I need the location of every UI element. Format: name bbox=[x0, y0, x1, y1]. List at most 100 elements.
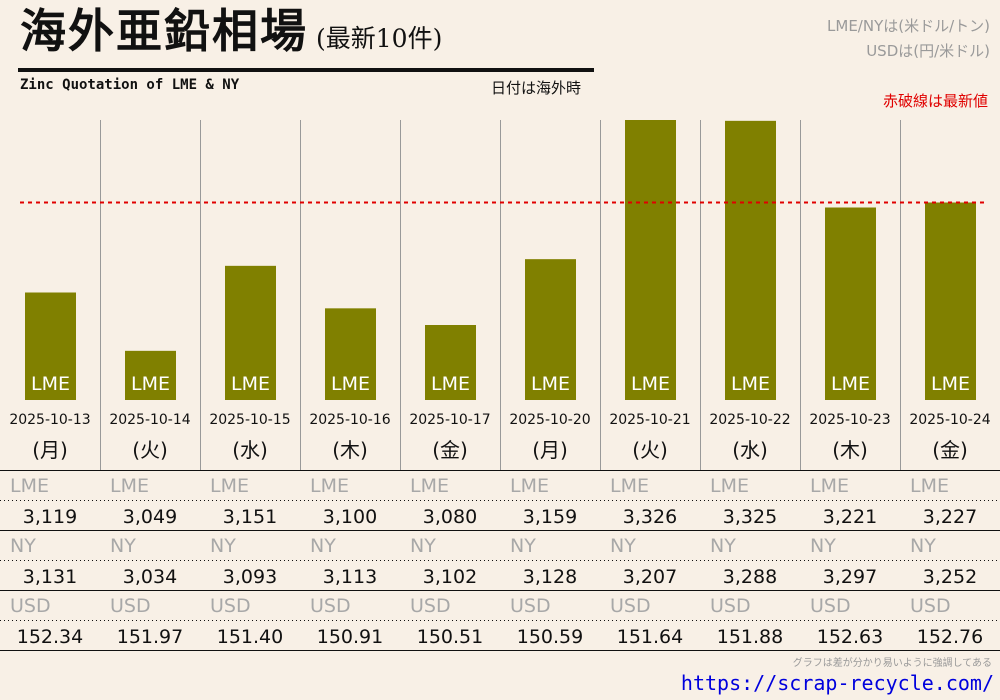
date-label: 2025-10-14 bbox=[109, 412, 190, 428]
table-value-usd: 150.51 bbox=[417, 626, 483, 648]
table-value-ny: 3,297 bbox=[823, 566, 877, 588]
table-row-label-usd: USD bbox=[910, 595, 951, 617]
table-row-label-usd: USD bbox=[610, 595, 651, 617]
latest-line-note: 赤破線は最新値 bbox=[882, 92, 988, 110]
table-value-lme: 3,080 bbox=[423, 506, 477, 528]
table-value-lme: 3,151 bbox=[223, 506, 277, 528]
table-value-usd: 152.63 bbox=[817, 626, 883, 648]
table-row-label-lme: LME bbox=[610, 475, 649, 497]
bar-label: LME bbox=[131, 373, 170, 395]
bar-lme bbox=[825, 207, 876, 400]
table-row-label-usd: USD bbox=[410, 595, 451, 617]
table-value-ny: 3,131 bbox=[23, 566, 77, 588]
date-label: 2025-10-16 bbox=[309, 412, 390, 428]
title-underline bbox=[18, 68, 594, 72]
bar-label: LME bbox=[331, 373, 370, 395]
table-row-label-lme: LME bbox=[710, 475, 749, 497]
bar-label: LME bbox=[831, 373, 870, 395]
table-value-ny: 3,113 bbox=[323, 566, 377, 588]
table-row-label-ny: NY bbox=[910, 535, 936, 557]
bar-lme bbox=[125, 350, 176, 400]
table-row-label-usd: USD bbox=[110, 595, 151, 617]
bar-lme bbox=[525, 259, 576, 400]
table-value-lme: 3,049 bbox=[123, 506, 177, 528]
table-value-ny: 3,034 bbox=[123, 566, 177, 588]
table-value-usd: 150.91 bbox=[317, 626, 383, 648]
table-value-usd: 151.64 bbox=[617, 626, 683, 648]
table-row-label-ny: NY bbox=[710, 535, 736, 557]
unit-note: LME/NYは(米ドル/トン) USDは(円/米ドル) bbox=[827, 14, 990, 64]
table-row-label-usd: USD bbox=[710, 595, 751, 617]
table-value-usd: 151.88 bbox=[717, 626, 783, 648]
date-label: 2025-10-20 bbox=[509, 412, 590, 428]
weekday-label: (金) bbox=[932, 438, 968, 462]
weekday-label: (木) bbox=[332, 438, 368, 462]
chart-subtitle: Zinc Quotation of LME & NY bbox=[20, 77, 240, 93]
weekday-label: (水) bbox=[732, 438, 768, 462]
footnote: グラフは差が分かり易いように強調してある bbox=[792, 658, 992, 669]
table-value-usd: 152.34 bbox=[17, 626, 83, 648]
table-value-lme: 3,221 bbox=[823, 506, 877, 528]
table-row-label-ny: NY bbox=[210, 535, 236, 557]
table-row-label-ny: NY bbox=[10, 535, 36, 557]
weekday-label: (水) bbox=[232, 438, 268, 462]
bar-label: LME bbox=[431, 373, 470, 395]
date-label: 2025-10-22 bbox=[709, 412, 790, 428]
table-value-ny: 3,207 bbox=[623, 566, 677, 588]
bar-lme bbox=[325, 308, 376, 400]
bar-label: LME bbox=[631, 373, 670, 395]
table-value-usd: 151.40 bbox=[217, 626, 283, 648]
weekday-label: (木) bbox=[832, 438, 868, 462]
bar-lme bbox=[725, 120, 776, 400]
date-label: 2025-10-23 bbox=[809, 412, 890, 428]
table-row-label-ny: NY bbox=[410, 535, 436, 557]
table-value-ny: 3,288 bbox=[723, 566, 777, 588]
date-label: 2025-10-15 bbox=[209, 412, 290, 428]
table-value-lme: 3,119 bbox=[23, 506, 77, 528]
title-main: 海外亜鉛相場 bbox=[20, 4, 308, 58]
unit-lme-ny: LME/NYは(米ドル/トン) bbox=[827, 17, 990, 35]
site-link[interactable]: https://scrap-recycle.com/ bbox=[680, 671, 994, 695]
bar-lme bbox=[925, 202, 976, 400]
table-row-label-ny: NY bbox=[510, 535, 536, 557]
weekday-label: (金) bbox=[432, 438, 468, 462]
table-value-usd: 150.59 bbox=[517, 626, 583, 648]
table-row-label-lme: LME bbox=[510, 475, 549, 497]
weekday-label: (火) bbox=[132, 438, 168, 462]
bar-label: LME bbox=[931, 373, 970, 395]
bar-lme bbox=[625, 120, 676, 400]
date-label: 2025-10-13 bbox=[9, 412, 90, 428]
bar-label: LME bbox=[731, 373, 770, 395]
table-row-label-usd: USD bbox=[310, 595, 351, 617]
table-value-lme: 3,159 bbox=[523, 506, 577, 528]
date-label: 2025-10-21 bbox=[609, 412, 690, 428]
bar-lme bbox=[425, 325, 476, 400]
weekday-label: (火) bbox=[632, 438, 668, 462]
bar-label: LME bbox=[31, 373, 70, 395]
table-row-label-usd: USD bbox=[10, 595, 51, 617]
table-value-usd: 152.76 bbox=[917, 626, 983, 648]
table-row-label-lme: LME bbox=[910, 475, 949, 497]
table-row-label-lme: LME bbox=[410, 475, 449, 497]
unit-usd: USDは(円/米ドル) bbox=[866, 42, 990, 60]
table-value-lme: 3,325 bbox=[723, 506, 777, 528]
weekday-label: (月) bbox=[32, 438, 68, 462]
weekday-label: (月) bbox=[532, 438, 568, 462]
table-row-label-ny: NY bbox=[810, 535, 836, 557]
title-suffix: (最新10件) bbox=[316, 24, 443, 53]
table-row-label-lme: LME bbox=[210, 475, 249, 497]
table-row-label-lme: LME bbox=[110, 475, 149, 497]
table-value-usd: 151.97 bbox=[117, 626, 183, 648]
date-note: 日付は海外時 bbox=[491, 79, 582, 97]
date-label: 2025-10-24 bbox=[909, 412, 990, 428]
table-value-ny: 3,252 bbox=[923, 566, 977, 588]
bar-label: LME bbox=[531, 373, 570, 395]
table-row-label-lme: LME bbox=[10, 475, 49, 497]
table-value-lme: 3,227 bbox=[923, 506, 977, 528]
table-value-ny: 3,093 bbox=[223, 566, 277, 588]
table-row-label-usd: USD bbox=[810, 595, 851, 617]
table-row-label-ny: NY bbox=[310, 535, 336, 557]
table-row-label-ny: NY bbox=[610, 535, 636, 557]
table-row-label-ny: NY bbox=[110, 535, 136, 557]
